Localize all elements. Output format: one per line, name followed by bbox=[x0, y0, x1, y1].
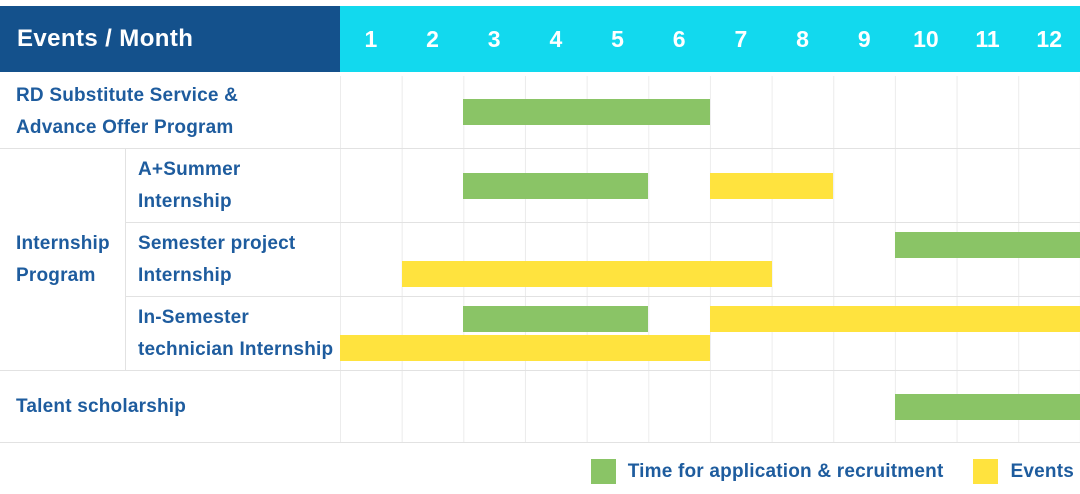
row-label-line: Internship bbox=[16, 232, 110, 254]
month-label: 6 bbox=[672, 25, 686, 52]
month-header-row: 1 2 3 4 5 6 7 8 9 10 11 12 bbox=[340, 6, 1080, 72]
application-bar bbox=[463, 172, 649, 199]
month-label: 10 bbox=[913, 25, 939, 52]
row-sublabel: Semester project Internship bbox=[125, 222, 340, 296]
table-header-title-cell: Events / Month bbox=[0, 6, 340, 76]
month-label: 1 bbox=[364, 25, 378, 52]
month-header-cell: 1 2 3 4 5 6 7 8 9 10 11 12 bbox=[340, 6, 1080, 76]
row-bars bbox=[340, 370, 1080, 442]
legend: Time for application & recruitment Event… bbox=[0, 459, 1080, 484]
legend-item-events: Events bbox=[973, 459, 1074, 484]
application-bar bbox=[895, 231, 1080, 258]
row-label-line: Internship bbox=[138, 190, 232, 212]
row-bars bbox=[340, 296, 1080, 370]
legend-item-application: Time for application & recruitment bbox=[590, 459, 944, 484]
event-bar bbox=[340, 335, 710, 362]
row-bars bbox=[340, 222, 1080, 296]
row-label-line: RD Substitute Service & bbox=[16, 85, 239, 106]
row-label-line: Semester project bbox=[138, 232, 296, 254]
application-bar bbox=[463, 99, 710, 125]
month-label: 8 bbox=[796, 25, 809, 52]
row-label-line: Program bbox=[16, 264, 96, 286]
legend-label-events: Events bbox=[1010, 460, 1074, 482]
month-label: 11 bbox=[975, 25, 1000, 52]
row-label-line: Advance Offer Program bbox=[16, 117, 234, 138]
group-label: Internship Program bbox=[0, 148, 125, 370]
month-label: 3 bbox=[487, 25, 501, 52]
month-label: 2 bbox=[426, 25, 439, 52]
month-label: 12 bbox=[1036, 25, 1063, 52]
row-label-line: technician Internship bbox=[138, 338, 334, 360]
row-label-line: Internship bbox=[138, 264, 232, 286]
row-label-line: Talent scholarship bbox=[16, 395, 187, 417]
yellow-swatch-icon bbox=[973, 459, 999, 484]
month-label: 9 bbox=[857, 25, 871, 52]
row-sublabel: In-Semester technician Internship bbox=[125, 296, 340, 370]
event-bar bbox=[710, 172, 834, 199]
row-bars bbox=[340, 148, 1080, 222]
page-title: Events / Month bbox=[0, 6, 340, 72]
legend-label-application: Time for application & recruitment bbox=[627, 460, 944, 482]
month-label: 5 bbox=[611, 25, 624, 52]
month-label: 4 bbox=[549, 25, 563, 52]
row-sublabel: A+Summer Internship bbox=[125, 148, 340, 222]
row-label: Talent scholarship bbox=[0, 370, 340, 442]
gantt-page: Events / Month 1 2 3 4 5 6 7 8 9 10 11 12 RD Substi… bbox=[0, 6, 1080, 484]
application-bar bbox=[895, 393, 1080, 420]
month-label: 7 bbox=[734, 25, 748, 52]
row-label-line: A+Summer bbox=[138, 158, 241, 180]
application-bar bbox=[463, 305, 649, 332]
green-swatch-icon bbox=[590, 459, 616, 484]
event-bar bbox=[401, 261, 772, 288]
gantt-table: Events / Month 1 2 3 4 5 6 7 8 9 10 11 12 RD Substi… bbox=[0, 6, 1080, 443]
event-bar bbox=[710, 305, 1080, 332]
row-label-line: In-Semester bbox=[138, 306, 249, 328]
row-bars bbox=[340, 76, 1080, 148]
row-label: RD Substitute Service & Advance Offer Pro… bbox=[0, 76, 340, 148]
